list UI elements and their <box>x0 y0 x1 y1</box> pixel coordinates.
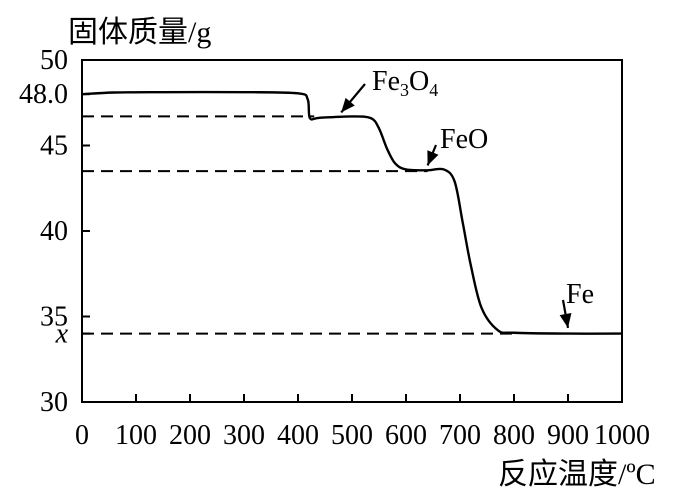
x-tick-label: 200 <box>169 420 211 451</box>
y-tick-label: 35 <box>40 302 68 333</box>
annotation-arrowhead <box>559 313 572 328</box>
x-tick-label: 500 <box>331 420 373 451</box>
y-tick-label: 45 <box>40 131 68 162</box>
x-tick-label: 700 <box>439 420 481 451</box>
annotation-label: Fe <box>566 279 594 310</box>
annotation-arrowhead <box>427 150 439 166</box>
y-extra-label: x <box>55 319 69 350</box>
annotation-label: FeO <box>440 124 488 155</box>
y-tick-label: 40 <box>40 216 68 247</box>
axis-ticks: 0 100 200 300 400 500 600 700 800 900 1000 30 35 40 45… <box>19 45 650 451</box>
annotation-label: Fe3O4 <box>372 66 438 100</box>
plot-frame <box>81 59 623 403</box>
x-tick-label: 1000 <box>594 420 650 451</box>
x-tick-label: 600 <box>385 420 427 451</box>
x-tick-label: 0 <box>75 420 89 451</box>
x-tick-label: 900 <box>547 420 589 451</box>
x-tick-label: 800 <box>493 420 535 451</box>
annotation-arrowhead <box>341 97 355 113</box>
series-group <box>81 90 623 335</box>
y-extra-label: 48.0 <box>19 79 68 110</box>
y-tick-label: 50 <box>40 45 68 76</box>
x-tick-label: 400 <box>277 420 319 451</box>
x-axis-title: 反应温度/ºC <box>498 458 656 491</box>
reference-lines <box>82 115 514 335</box>
mass-curve <box>81 90 623 335</box>
x-tick-label: 300 <box>223 420 265 451</box>
y-tick-label: 30 <box>40 387 68 418</box>
y-axis-title: 固体质量/g <box>68 16 211 49</box>
x-tick-label: 100 <box>115 420 157 451</box>
